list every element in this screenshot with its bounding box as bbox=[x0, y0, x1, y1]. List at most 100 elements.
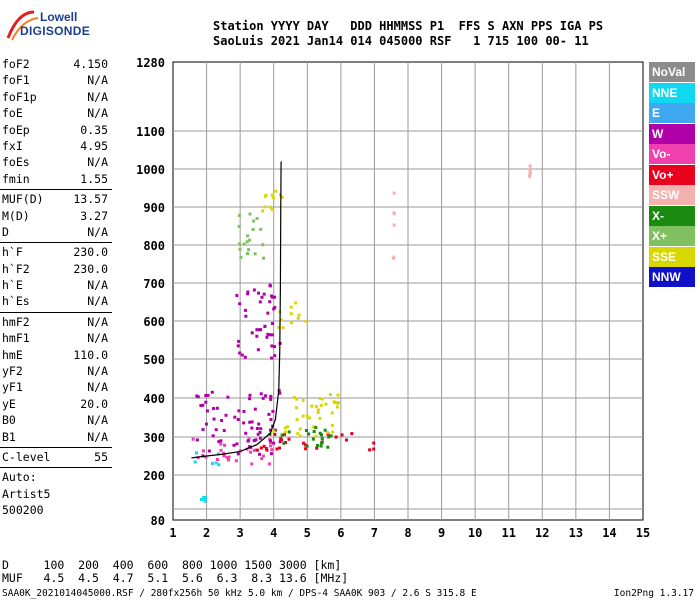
echo-point bbox=[259, 392, 263, 396]
param-value: N/A bbox=[87, 314, 108, 329]
echo-point bbox=[257, 422, 261, 426]
echo-point bbox=[246, 290, 250, 294]
echo-point bbox=[269, 394, 273, 398]
echo-point bbox=[350, 432, 354, 436]
echo-point bbox=[255, 426, 259, 430]
param-row: foEp 0.35 bbox=[0, 123, 112, 139]
echo-point bbox=[264, 394, 268, 398]
echo-point bbox=[196, 456, 200, 460]
echo-point bbox=[266, 311, 270, 315]
echo-point bbox=[324, 402, 328, 406]
param-value: 4.150 bbox=[73, 57, 108, 71]
param-row: yF1 N/A bbox=[0, 380, 112, 396]
param-row: foF1p N/A bbox=[0, 90, 112, 106]
echo-point bbox=[252, 448, 256, 452]
echo-point bbox=[244, 431, 248, 435]
echo-point bbox=[392, 223, 396, 227]
echo-point bbox=[252, 439, 256, 443]
echo-point bbox=[264, 446, 268, 450]
echo-point bbox=[191, 437, 195, 441]
echo-point bbox=[332, 400, 336, 404]
param-name: h`E bbox=[2, 278, 23, 293]
echo-point bbox=[330, 423, 334, 427]
echo-point bbox=[268, 300, 272, 304]
param-value: N/A bbox=[87, 413, 108, 428]
param-row: Auto: bbox=[0, 470, 112, 486]
param-row: fmin 1.55 bbox=[0, 172, 112, 188]
echo-cluster-ssw bbox=[391, 191, 396, 260]
x-tick-label: 3 bbox=[237, 526, 244, 540]
legend-item: X- bbox=[649, 205, 695, 226]
param-value: N/A bbox=[87, 73, 108, 88]
echo-point bbox=[253, 407, 257, 411]
echo-point bbox=[203, 499, 207, 503]
param-separator bbox=[0, 446, 112, 448]
param-name: MUF(D) bbox=[2, 192, 44, 207]
param-row: foF1 N/A bbox=[0, 73, 112, 89]
echo-point bbox=[257, 291, 261, 295]
param-name: foE bbox=[2, 106, 23, 121]
param-name: yF1 bbox=[2, 380, 23, 395]
param-value: N/A bbox=[87, 89, 108, 104]
param-name: B1 bbox=[2, 429, 16, 444]
echo-point bbox=[219, 448, 223, 452]
station-header: Station YYYY DAY DDD HHMMSS P1 FFS S AXN… bbox=[213, 19, 603, 49]
echo-point bbox=[269, 397, 273, 401]
echo-point bbox=[283, 430, 287, 434]
echo-point bbox=[270, 294, 274, 298]
param-row: fxI 4.95 bbox=[0, 139, 112, 155]
echo-point bbox=[254, 438, 258, 442]
echo-point bbox=[235, 293, 239, 297]
echo-point bbox=[287, 430, 291, 434]
echo-point bbox=[336, 401, 340, 405]
echo-point bbox=[273, 432, 277, 436]
echo-point bbox=[268, 333, 272, 337]
echo-point bbox=[319, 403, 323, 407]
echo-point bbox=[340, 433, 344, 437]
x-tick-label: 6 bbox=[337, 526, 344, 540]
echo-point bbox=[268, 283, 272, 287]
legend-item: NNE bbox=[649, 82, 695, 103]
x-tick-label: 11 bbox=[501, 526, 515, 540]
param-row: yF2 N/A bbox=[0, 364, 112, 380]
echo-point bbox=[528, 174, 532, 178]
echo-point bbox=[249, 450, 253, 454]
echo-point bbox=[315, 443, 319, 447]
param-name: yE bbox=[2, 396, 16, 411]
echo-point bbox=[234, 459, 238, 463]
echo-point bbox=[336, 393, 340, 397]
echo-point bbox=[282, 441, 286, 445]
echo-point bbox=[329, 434, 333, 438]
param-row: foE N/A bbox=[0, 106, 112, 122]
param-value: N/A bbox=[87, 331, 108, 346]
echo-point bbox=[195, 451, 199, 455]
echo-point bbox=[286, 425, 290, 429]
echo-point bbox=[246, 234, 250, 238]
echo-point bbox=[326, 445, 330, 449]
param-row: hmE 110.0 bbox=[0, 348, 112, 364]
echo-point bbox=[269, 439, 273, 443]
echo-point bbox=[304, 319, 308, 323]
echo-point bbox=[223, 443, 227, 447]
echo-point bbox=[267, 462, 271, 466]
param-value: N/A bbox=[87, 429, 108, 444]
echo-point bbox=[201, 403, 205, 407]
param-row: M(D) 3.27 bbox=[0, 209, 112, 225]
echo-cluster-sse bbox=[272, 393, 340, 438]
param-name: foEs bbox=[2, 155, 30, 170]
param-row: h`E N/A bbox=[0, 278, 112, 294]
x-tick-label: 8 bbox=[404, 526, 411, 540]
echo-point bbox=[248, 420, 252, 424]
param-row: h`Es N/A bbox=[0, 294, 112, 310]
echo-point bbox=[224, 413, 228, 417]
echo-point bbox=[255, 334, 259, 338]
echo-point bbox=[250, 331, 254, 335]
echo-point bbox=[268, 205, 272, 209]
echo-point bbox=[215, 457, 219, 461]
echo-point bbox=[269, 440, 273, 444]
echo-point bbox=[307, 432, 311, 436]
param-row: foEs N/A bbox=[0, 155, 112, 171]
echo-point bbox=[199, 497, 203, 501]
echo-point bbox=[265, 448, 269, 452]
echo-point bbox=[289, 305, 293, 309]
